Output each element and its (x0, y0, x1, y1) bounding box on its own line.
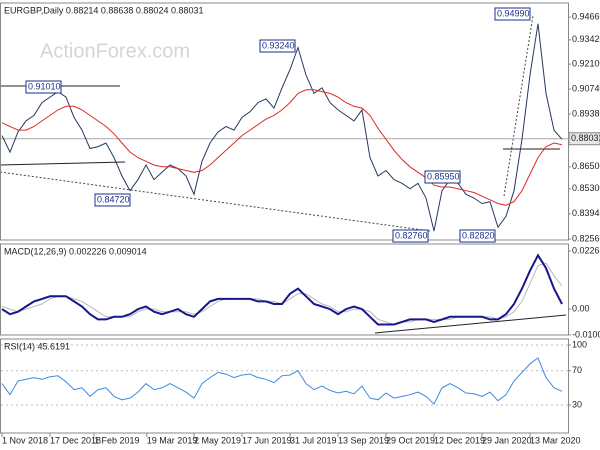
price-label-box (94, 193, 131, 207)
price-label-box (459, 229, 496, 243)
panel-title: EURGBP,Daily 0.88214 0.88638 0.88024 0.8… (4, 5, 204, 15)
panel-title: MACD(12,26,9) 0.002226 0.009014 (4, 246, 147, 256)
panel-frame (0, 243, 569, 336)
x-tick-label: 29 Jan 2020 (482, 435, 532, 445)
price-label: 0.91010 (28, 81, 61, 91)
series-line (1, 23, 563, 232)
x-tick-label: 31 Jul 2019 (290, 435, 337, 445)
y-tick-label: 70 (572, 365, 582, 375)
x-tick-label: 19 Mar 2019 (147, 435, 198, 445)
price-label-box (494, 7, 531, 21)
panel-frame (0, 338, 569, 434)
price-label-box (25, 80, 62, 94)
y-tick-label: 100 (572, 339, 587, 349)
y-tick-label: 0.022662 (572, 245, 600, 255)
series-line (1, 253, 563, 326)
trendline (0, 161, 126, 166)
watermark: ActionForex.com (40, 40, 190, 62)
x-tick-label: 12 Dec 2019 (434, 435, 485, 445)
last-price-label: 0.88031 (571, 133, 600, 143)
series-line (1, 357, 563, 405)
price-label: 0.84720 (97, 194, 130, 204)
price-label: 0.93240 (262, 40, 295, 50)
x-tick-label: 1 Feb 2019 (94, 435, 140, 445)
price-label-box (392, 229, 429, 243)
x-tick-label: 13 Mar 2020 (530, 435, 581, 445)
price-label: 0.82820 (462, 230, 495, 240)
y-tick-label: -0.010052 (572, 329, 600, 339)
price-label: 0.82760 (395, 230, 428, 240)
price-label: 0.94990 (497, 8, 530, 18)
x-tick-label: 17 Jun 2019 (242, 435, 292, 445)
price-label-box (259, 39, 296, 53)
trendline (0, 171, 431, 232)
x-tick-label: 1 Nov 2018 (2, 435, 48, 445)
last-price-box (568, 132, 600, 146)
price-label: 0.85950 (427, 171, 460, 181)
y-tick-label: 0.00 (572, 303, 590, 313)
trendline (374, 314, 567, 334)
panel-frame (0, 2, 569, 241)
x-tick-label: 13 Sep 2019 (338, 435, 389, 445)
y-tick-label: 30 (572, 399, 582, 409)
panel-title: RSI(14) 45.6191 (4, 341, 70, 351)
x-tick-label: 17 Dec 2018 (50, 435, 101, 445)
price-label-box (424, 170, 461, 184)
series-line (1, 89, 563, 206)
x-tick-label: 2 May 2019 (194, 435, 241, 445)
x-tick-label: 29 Oct 2019 (386, 435, 435, 445)
